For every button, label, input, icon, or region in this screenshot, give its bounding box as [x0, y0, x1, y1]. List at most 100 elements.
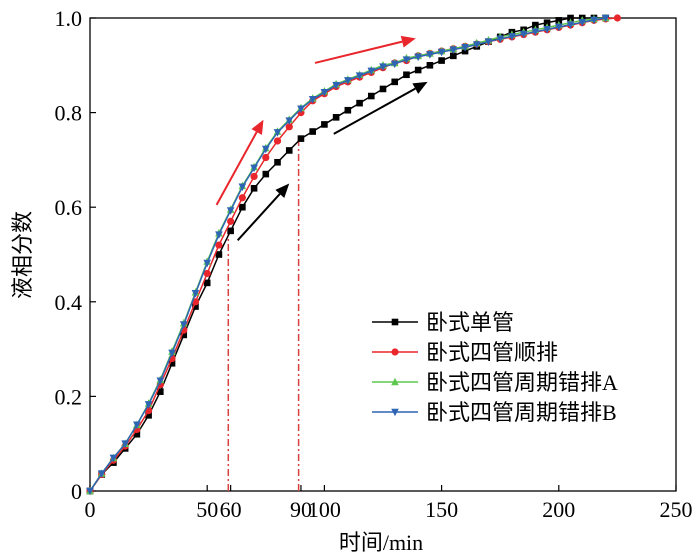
- x-axis-title: 时间/min: [339, 530, 423, 555]
- arrow-shaft: [333, 87, 416, 135]
- data-point: [320, 88, 329, 97]
- data-point: [203, 269, 211, 278]
- trend-arrow: [314, 35, 416, 64]
- x-tick-label: 200: [542, 497, 575, 522]
- arrow-shaft: [236, 193, 281, 241]
- data-point: [227, 227, 234, 235]
- trend-arrow: [236, 183, 290, 241]
- data-point: [215, 241, 223, 249]
- legend-marker: [391, 377, 399, 386]
- data-point: [239, 203, 246, 211]
- legend-label: 卧式单管: [426, 310, 514, 335]
- legend-marker: [391, 408, 399, 417]
- series-4: [86, 14, 610, 496]
- data-point: [121, 440, 129, 448]
- data-point: [438, 57, 445, 64]
- data-point: [156, 377, 165, 386]
- data-point: [426, 51, 434, 59]
- data-point: [379, 85, 387, 93]
- data-point: [273, 129, 282, 137]
- legend-entry: 卧式四管周期错排A: [372, 370, 618, 395]
- arrow-head: [412, 81, 428, 94]
- legend-marker: [391, 348, 399, 356]
- data-point: [601, 14, 610, 23]
- arrow-shaft: [314, 40, 403, 64]
- data-point: [262, 153, 270, 162]
- data-point: [508, 33, 516, 41]
- data-point: [203, 279, 211, 287]
- data-point: [402, 56, 411, 64]
- data-point: [262, 145, 270, 154]
- data-point: [297, 135, 305, 142]
- legend-marker: [391, 318, 399, 326]
- data-point: [192, 303, 199, 310]
- data-point: [403, 71, 410, 79]
- annotation-arrows: [215, 35, 428, 241]
- data-point: [590, 16, 598, 25]
- data-point: [179, 321, 188, 329]
- data-point: [449, 46, 458, 54]
- data-point: [285, 117, 294, 125]
- plot-frame: [89, 17, 677, 492]
- data-point: [285, 147, 293, 154]
- data-point: [215, 251, 223, 258]
- y-tick-label: 0.4: [55, 290, 83, 315]
- data-point: [555, 23, 563, 32]
- data-point: [97, 470, 106, 478]
- x-tick-label: 0: [85, 497, 96, 522]
- y-tick-label: 0: [71, 479, 82, 504]
- data-point: [578, 18, 587, 27]
- data-point: [309, 128, 316, 135]
- data-point: [356, 99, 363, 107]
- data-point: [238, 183, 247, 192]
- legend-entry: 卧式单管: [372, 310, 514, 335]
- y-tick-label: 0.6: [55, 195, 83, 220]
- data-point: [168, 349, 176, 358]
- data-point: [273, 137, 282, 145]
- data-point: [414, 66, 422, 74]
- arrow-shaft: [215, 131, 258, 206]
- data-point: [519, 30, 528, 39]
- data-point: [238, 194, 246, 202]
- data-point: [531, 28, 540, 37]
- data-point: [227, 217, 235, 225]
- data-point: [543, 19, 551, 27]
- data-point: [414, 53, 422, 62]
- data-point: [344, 106, 352, 114]
- data-point: [133, 430, 141, 438]
- x-tick-label: 250: [660, 497, 693, 522]
- y-axis-title: 液相分数: [10, 211, 35, 299]
- data-point: [355, 72, 364, 81]
- x-tick-label: 60: [220, 497, 242, 522]
- data-point: [450, 52, 457, 60]
- trend-arrow: [215, 119, 264, 206]
- data-point: [390, 60, 399, 69]
- x-tick-label: 100: [308, 497, 341, 522]
- data-point: [566, 21, 575, 29]
- data-point: [250, 164, 258, 173]
- data-point: [297, 105, 305, 114]
- data-point: [532, 21, 539, 29]
- data-point: [461, 44, 469, 52]
- data-point: [308, 96, 317, 104]
- data-point: [543, 26, 551, 34]
- data-point: [274, 158, 281, 166]
- data-point: [86, 487, 94, 496]
- data-point: [613, 14, 622, 22]
- data-point: [250, 184, 258, 192]
- data-point: [484, 38, 493, 46]
- data-point: [250, 172, 258, 181]
- data-point: [180, 331, 188, 339]
- data-point: [567, 14, 574, 22]
- y-tick-label: 1.0: [55, 6, 83, 31]
- data-point: [191, 289, 200, 298]
- legend-entry: 卧式四管周期错排B: [372, 400, 617, 425]
- data-point: [145, 412, 152, 419]
- x-tick-label: 90: [290, 497, 312, 522]
- data-point: [144, 401, 153, 409]
- data-point: [332, 81, 340, 90]
- data-point: [215, 231, 223, 239]
- data-point: [203, 259, 211, 268]
